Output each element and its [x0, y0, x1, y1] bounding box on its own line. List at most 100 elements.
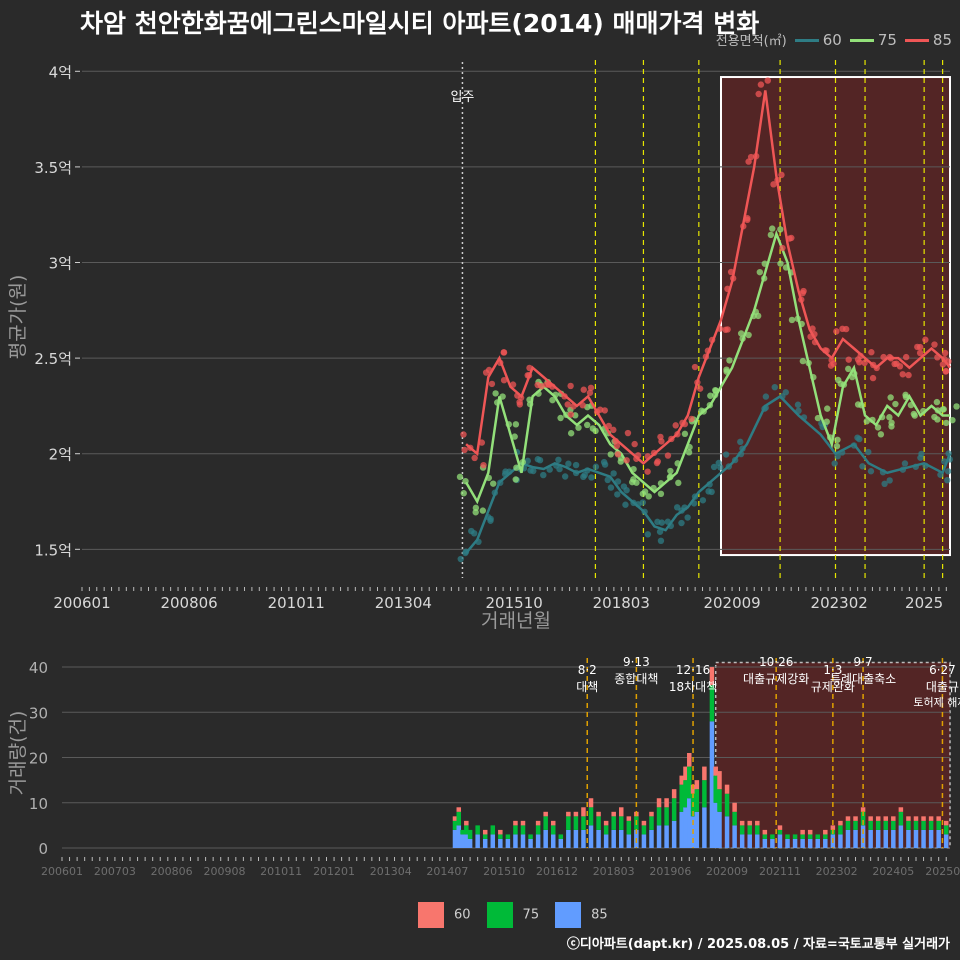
point-85	[644, 468, 651, 475]
bar-75	[566, 816, 571, 830]
point-85	[868, 349, 875, 356]
point-60	[470, 530, 478, 537]
bar-85	[452, 829, 458, 848]
point-60	[856, 435, 863, 443]
line-85	[465, 90, 951, 465]
bar-60	[936, 816, 941, 821]
bar-75	[603, 825, 609, 835]
bar-75	[709, 685, 715, 722]
point-85	[770, 181, 777, 188]
bar-60	[573, 811, 579, 817]
bar-75	[513, 825, 518, 835]
bar-60	[596, 811, 601, 817]
point-75	[707, 392, 714, 399]
bar-75	[747, 825, 752, 835]
bar-75	[762, 834, 768, 839]
point-75	[799, 357, 807, 365]
point-85	[922, 336, 929, 343]
bar-85	[566, 829, 571, 848]
policy-name-label: 대출규	[926, 680, 959, 694]
point-60	[565, 460, 572, 467]
y-tick-label: 3.5억	[34, 159, 72, 177]
point-75	[777, 226, 784, 233]
bar-60	[690, 784, 696, 794]
bar-85	[868, 829, 873, 848]
volume-x-tick-label: 201011	[260, 865, 302, 878]
point-60	[644, 531, 652, 538]
volume-y-tick-label: 20	[29, 750, 48, 768]
bar-60	[883, 816, 889, 821]
volume-legend-label-75: 75	[522, 907, 540, 923]
bar-85	[807, 838, 813, 848]
bar-75	[913, 820, 919, 830]
point-85	[658, 438, 665, 445]
bar-75	[490, 825, 496, 835]
volume-legend-item-85: 85	[555, 902, 608, 928]
point-60	[555, 456, 562, 463]
bar-75	[807, 834, 813, 839]
volume-highlight-box	[714, 661, 951, 849]
bar-75	[460, 829, 465, 835]
bar-60	[724, 784, 730, 794]
point-60	[831, 460, 838, 467]
bar-85	[626, 834, 632, 848]
point-85	[664, 452, 672, 459]
bar-85	[528, 838, 533, 848]
point-60	[614, 491, 621, 498]
bar-85	[467, 838, 473, 848]
bar-85	[596, 829, 601, 848]
bar-75	[777, 829, 783, 835]
bar-75	[815, 834, 820, 839]
bar-75	[838, 825, 843, 835]
policy-extra-label: 토허제 해제	[913, 695, 960, 709]
point-75	[633, 479, 640, 486]
bar-85	[891, 829, 896, 848]
point-75	[675, 479, 682, 487]
volume-x-tick-label: 202507	[925, 865, 960, 878]
point-75	[512, 421, 520, 428]
point-60	[901, 460, 909, 467]
bar-75	[853, 820, 858, 830]
bar-85	[687, 798, 692, 848]
bar-85	[860, 825, 866, 848]
point-60	[737, 438, 744, 446]
point-75	[513, 464, 520, 471]
bar-60	[838, 820, 843, 826]
point-60	[657, 537, 665, 545]
point-60	[622, 501, 629, 508]
bar-75	[588, 807, 594, 826]
policy-date-label: 8·2	[578, 663, 597, 677]
point-85	[799, 289, 806, 297]
volume-x-tick-label: 202405	[872, 865, 914, 878]
volume-x-tick-label: 201304	[370, 865, 412, 878]
bar-60	[683, 766, 688, 781]
bar-85	[535, 834, 541, 848]
point-75	[933, 398, 941, 406]
point-75	[887, 394, 894, 401]
legend-label-75: 75	[877, 30, 897, 49]
volume-x-tick-label: 201201	[313, 865, 355, 878]
bar-85	[482, 838, 488, 848]
bar-75	[505, 834, 511, 839]
point-60	[771, 383, 778, 391]
bar-75	[875, 820, 881, 830]
volume-x-tick-label: 202009	[706, 865, 748, 878]
point-85	[869, 374, 877, 382]
point-85	[778, 171, 785, 179]
bar-85	[513, 834, 518, 848]
bar-75	[717, 789, 722, 812]
bar-85	[755, 834, 760, 848]
bar-85	[921, 829, 926, 848]
point-75	[667, 467, 674, 475]
volume-x-tick-label: 201407	[426, 865, 468, 878]
point-85	[744, 216, 751, 224]
point-60	[457, 555, 464, 563]
volume-y-tick-label: 10	[29, 795, 48, 813]
point-85	[488, 380, 496, 388]
bar-75	[558, 834, 564, 839]
point-60	[623, 487, 630, 494]
bar-75	[619, 816, 624, 830]
point-85	[601, 407, 608, 414]
point-85	[916, 349, 924, 357]
bar-75	[535, 825, 541, 835]
